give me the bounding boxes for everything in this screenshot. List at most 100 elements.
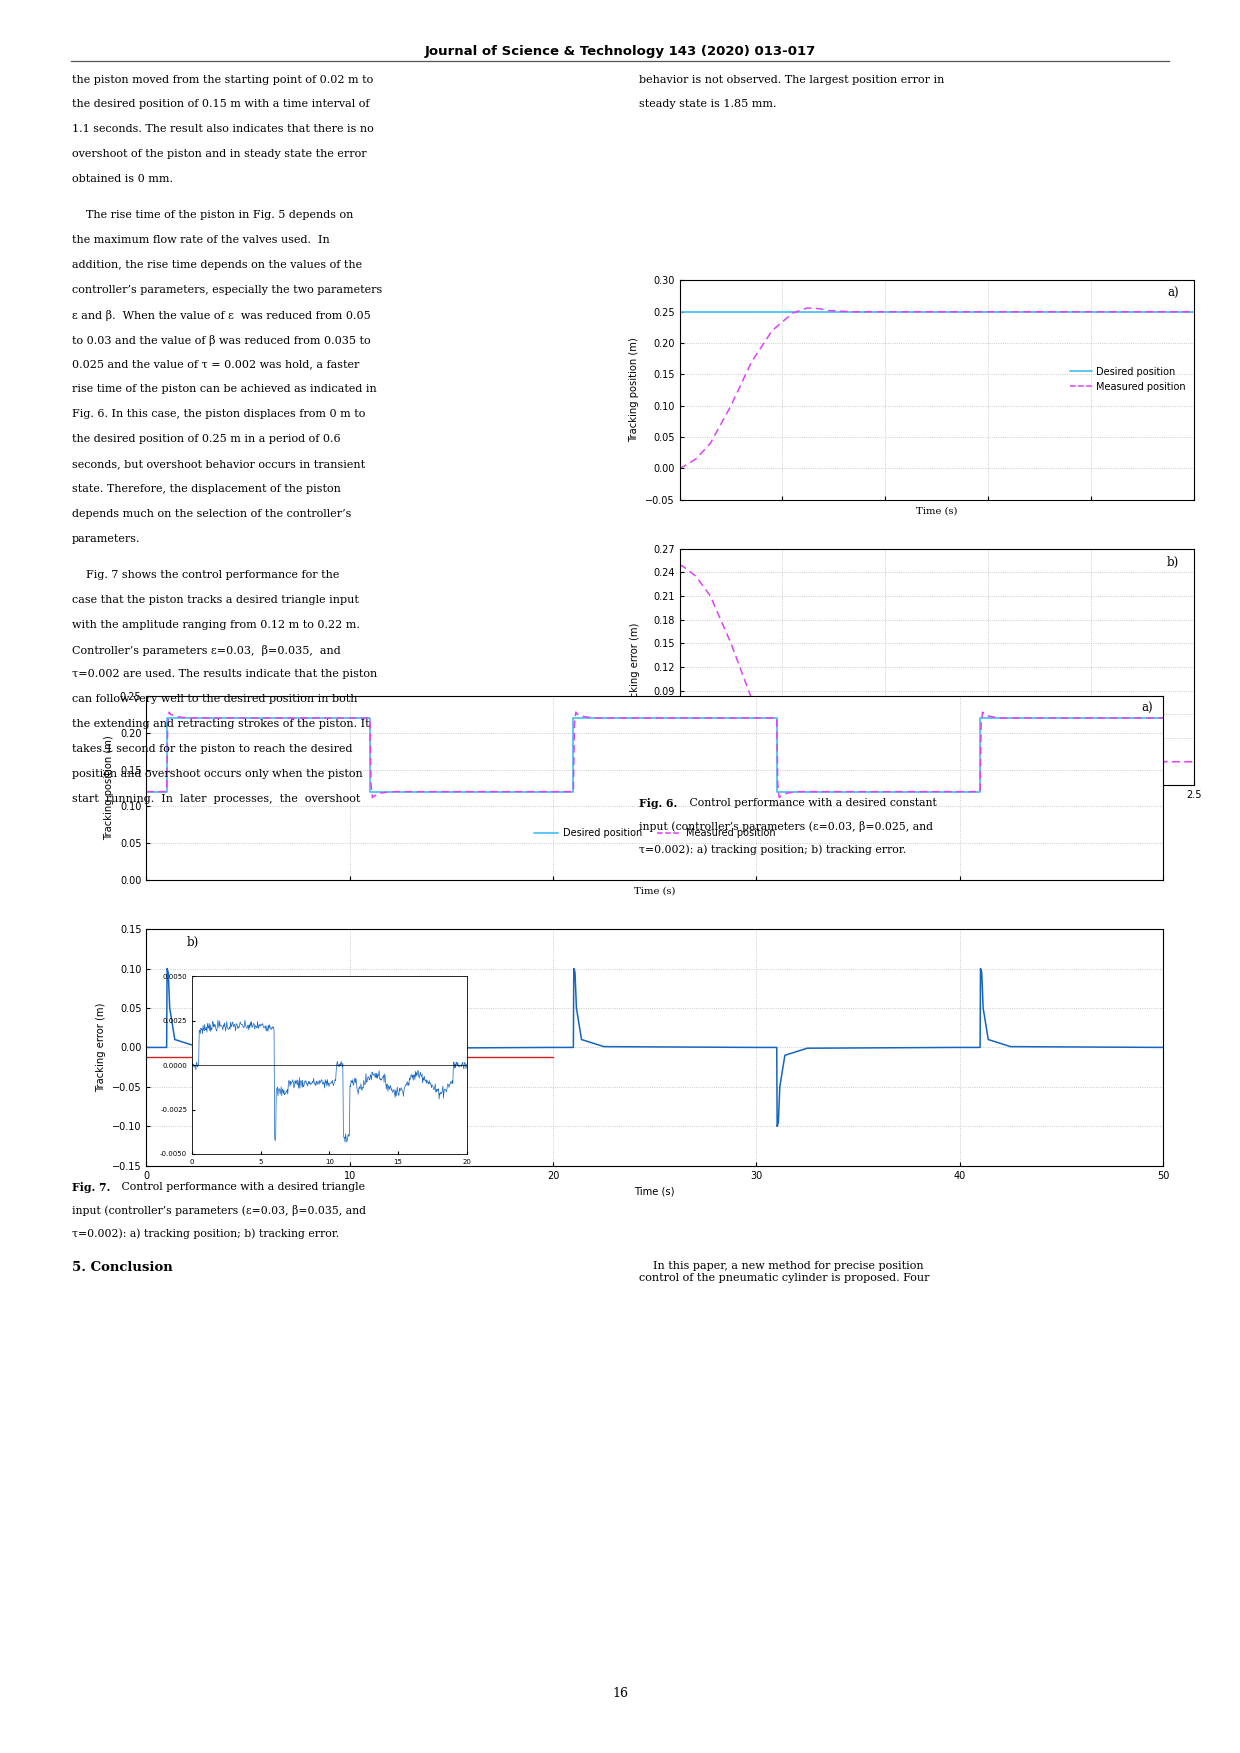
Measured position [164,705,179,726]
Text: the maximum flow rate of the valves used.  In: the maximum flow rate of the valves used… [72,235,330,245]
Measured position [983,706,998,727]
Measured position [771,787,786,808]
Measured position [847,302,862,323]
Y-axis label: Tracking error (m): Tracking error (m) [630,622,640,712]
Measured position [1187,302,1202,323]
Measured position [973,715,988,736]
Text: the desired position of 0.15 m with a time interval of: the desired position of 0.15 m with a ti… [72,100,370,109]
Line: Measured position: Measured position [680,309,1194,468]
Text: b): b) [187,936,200,948]
Text: Control performance with a desired constant: Control performance with a desired const… [686,798,936,808]
Measured position [821,300,836,321]
Measured position [160,715,175,736]
Measured position [587,708,601,729]
Measured position [565,782,580,803]
Text: 16: 16 [613,1688,627,1700]
Text: obtained is 0 mm.: obtained is 0 mm. [72,174,172,184]
Measured position [676,456,691,477]
Measured position [567,715,582,736]
Measured position [373,782,388,803]
Text: takes 1 second for the piston to reach the desired: takes 1 second for the piston to reach t… [72,743,352,754]
Measured position [1156,708,1171,729]
Text: position and overshoot occurs only when the piston: position and overshoot occurs only when … [72,770,362,778]
Measured position [365,787,379,808]
Text: to 0.03 and the value of β was reduced from 0.035 to: to 0.03 and the value of β was reduced f… [72,335,371,345]
Measured position [170,706,185,727]
Text: a): a) [1141,701,1153,715]
Text: case that the piston tracks a desired triangle input: case that the piston tracks a desired tr… [72,594,358,605]
Text: τ=0.002): a) tracking position; b) tracking error.: τ=0.002): a) tracking position; b) track… [639,845,905,855]
Text: In this paper, a new method for precise position
control of the pneumatic cylind: In this paper, a new method for precise … [639,1260,929,1283]
Measured position [765,321,780,342]
Line: Desired position: Desired position [146,719,1163,792]
Y-axis label: Tracking error (m): Tracking error (m) [97,1003,107,1092]
Measured position [703,433,718,454]
Measured position [565,782,580,803]
Text: Fig. 6.: Fig. 6. [639,798,677,808]
X-axis label: Time (s): Time (s) [635,1187,675,1196]
Measured position [688,449,703,470]
Y-axis label: Tracking position (m): Tracking position (m) [104,736,114,840]
Measured position [383,782,398,803]
Text: 0.025 and the value of τ = 0.002 was hold, a faster: 0.025 and the value of τ = 0.002 was hol… [72,359,360,370]
Measured position [972,782,987,803]
Text: Journal of Science & Technology 143 (2020) 013-017: Journal of Science & Technology 143 (202… [424,44,816,58]
Text: depends much on the selection of the controller’s: depends much on the selection of the con… [72,508,351,519]
Measured position [868,302,883,323]
Measured position [790,782,805,803]
Desired position [362,782,377,803]
Measured position [780,782,795,803]
Text: Fig. 7 shows the control performance for the: Fig. 7 shows the control performance for… [72,570,340,580]
Measured position [159,782,174,803]
Measured position [180,708,195,729]
Text: steady state is 1.85 mm.: steady state is 1.85 mm. [639,100,776,109]
X-axis label: Time (s): Time (s) [916,806,957,815]
Text: start  running.  In  later  processes,  the  overshoot: start running. In later processes, the o… [72,794,361,805]
Text: The rise time of the piston in Fig. 5 depends on: The rise time of the piston in Fig. 5 de… [72,210,353,221]
Measured position [774,785,789,806]
Text: a): a) [1167,287,1179,300]
Measured position [977,705,992,726]
Measured position [1084,302,1099,323]
Y-axis label: Tracking position (m): Tracking position (m) [630,338,640,442]
Measured position [993,708,1008,729]
Desired position [769,782,784,803]
Measured position [570,705,585,726]
Text: the extending and retracting strokes of the piston. It: the extending and retracting strokes of … [72,719,370,729]
Measured position [785,303,800,324]
Desired position [769,708,784,729]
Text: seconds, but overshoot behavior occurs in transient: seconds, but overshoot behavior occurs i… [72,459,365,470]
Text: the piston moved from the starting point of 0.02 m to: the piston moved from the starting point… [72,75,373,84]
Measured position [139,782,154,803]
Desired position [565,708,580,729]
Text: Time (s): Time (s) [916,507,957,515]
Desired position [972,708,987,729]
Measured position [159,782,174,803]
Desired position [565,782,580,803]
Text: rise time of the piston can be achieved as indicated in: rise time of the piston can be achieved … [72,384,377,394]
Measured position [744,351,759,372]
Measured position [993,708,1008,729]
Desired position [972,782,987,803]
Measured position [362,708,377,729]
Measured position [769,708,784,729]
Measured position [161,701,176,722]
Text: 1.1 seconds. The result also indicates that there is no: 1.1 seconds. The result also indicates t… [72,124,373,135]
Text: the desired position of 0.25 m in a period of 0.6: the desired position of 0.25 m in a peri… [72,435,341,444]
Text: controller’s parameters, especially the two parameters: controller’s parameters, especially the … [72,284,382,295]
Text: Control performance with a desired triangle: Control performance with a desired trian… [118,1182,365,1192]
Measured position [832,302,847,323]
Desired position [1156,708,1171,729]
Measured position [790,782,805,803]
Desired position [159,782,174,803]
Text: τ=0.002): a) tracking position; b) tracking error.: τ=0.002): a) tracking position; b) track… [72,1229,339,1239]
Text: behavior is not observed. The largest position error in: behavior is not observed. The largest po… [639,75,944,84]
Measured position [981,302,996,323]
Desired position [159,708,174,729]
Measured position [568,701,583,722]
Text: τ=0.002 are used. The results indicate that the piston: τ=0.002 are used. The results indicate t… [72,670,377,680]
Text: input (controller’s parameters (ε=0.03, β=0.025, and: input (controller’s parameters (ε=0.03, … [639,820,932,833]
Text: overshoot of the piston and in steady state the error: overshoot of the piston and in steady st… [72,149,367,160]
Measured position [770,773,785,794]
Measured position [362,708,377,729]
